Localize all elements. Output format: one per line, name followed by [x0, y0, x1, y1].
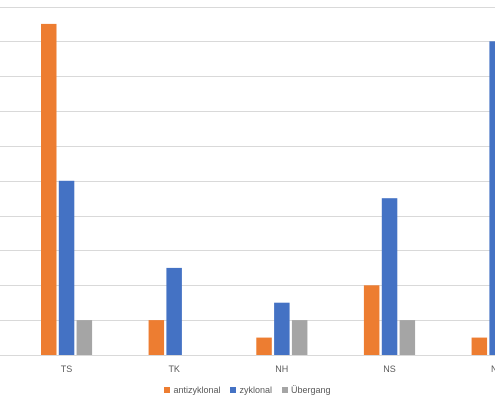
bar-ts-bergang	[76, 320, 93, 355]
bars	[41, 23, 495, 356]
bar-ns-zyklonal	[381, 198, 398, 355]
bar-ne-antizyklonal	[471, 337, 488, 355]
legend-item-zyklonal: zyklonal	[230, 385, 272, 395]
x-tick-label: NH	[275, 364, 288, 374]
x-tick-label: TS	[61, 364, 73, 374]
bar-ts-antizyklonal	[41, 23, 57, 356]
legend-item-uebergang: Übergang	[282, 385, 331, 395]
legend: antizyklonal zyklonal Übergang	[0, 383, 495, 397]
bar-ns-antizyklonal	[363, 285, 380, 355]
bar-nh-bergang	[291, 320, 308, 355]
legend-label-zyklonal: zyklonal	[239, 385, 272, 395]
x-tick-label: NE	[491, 364, 495, 374]
bar-tk-zyklonal	[166, 267, 182, 355]
legend-swatch-antizyklonal	[164, 387, 171, 393]
bar-ns-bergang	[399, 320, 416, 355]
legend-swatch-uebergang	[282, 387, 288, 393]
bar-ne-zyklonal	[489, 41, 495, 356]
legend-swatch-zyklonal	[230, 387, 237, 393]
bar-ts-zyklonal	[58, 180, 75, 356]
legend-label-uebergang: Übergang	[291, 385, 331, 395]
bar-nh-antizyklonal	[256, 337, 272, 355]
bar-nh-zyklonal	[274, 302, 290, 355]
x-tick-label: TK	[168, 364, 180, 374]
legend-label-antizyklonal: antizyklonal	[173, 385, 221, 395]
legend-item-antizyklonal: antizyklonal	[164, 385, 220, 395]
x-tick-label: NS	[383, 364, 396, 374]
bar-tk-antizyklonal	[148, 320, 165, 355]
x-tick-labels: THTSTKNHNSNE	[61, 364, 495, 374]
